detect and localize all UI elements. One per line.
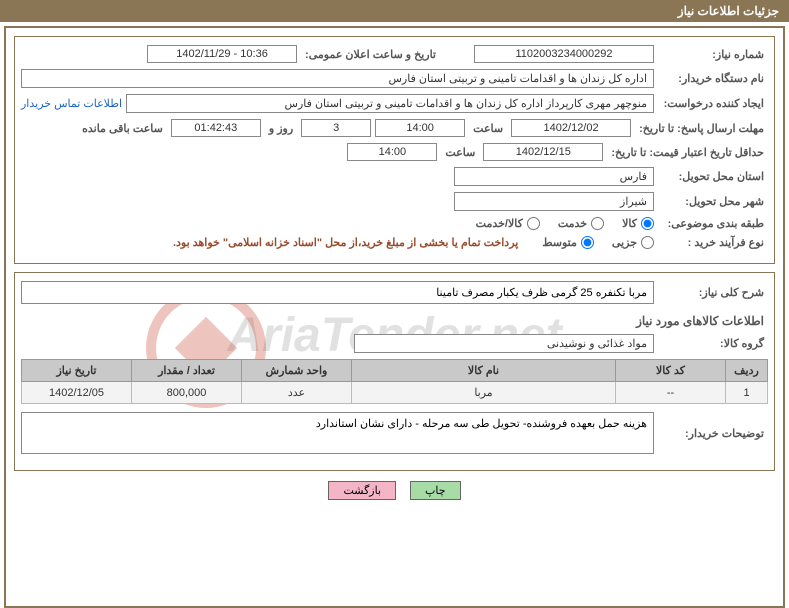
goods-table: ردیف کد کالا نام کالا واحد شمارش تعداد /… (21, 359, 768, 404)
radio-goods-input[interactable] (641, 217, 654, 230)
radio-medium-input[interactable] (581, 236, 594, 249)
radio-service-input[interactable] (591, 217, 604, 230)
radio-partial-input[interactable] (641, 236, 654, 249)
th-date: تاریخ نیاز (22, 360, 132, 382)
cell-qty: 800,000 (132, 382, 242, 404)
radio-service[interactable]: خدمت (558, 217, 604, 230)
requester-label: ایجاد کننده درخواست: (658, 97, 768, 110)
print-button[interactable]: چاپ (410, 481, 461, 500)
purchase-note: پرداخت تمام یا بخشی از مبلغ خرید،از محل … (173, 236, 518, 249)
buyer-contact-link[interactable]: اطلاعات تماس خریدار (21, 97, 122, 110)
table-header-row: ردیف کد کالا نام کالا واحد شمارش تعداد /… (22, 360, 768, 382)
radio-both[interactable]: کالا/خدمت (476, 217, 540, 230)
days-and-label: روز و (265, 122, 297, 135)
summary-panel: شرح کلی نیاز: مربا تکنفره 25 گرمی ظرف یک… (14, 272, 775, 471)
summary-label: شرح کلی نیاز: (658, 286, 768, 299)
th-row: ردیف (726, 360, 768, 382)
table-row: 1 -- مربا عدد 800,000 1402/12/05 (22, 382, 768, 404)
days-remaining: 3 (301, 119, 371, 137)
category-radio-group: کالا خدمت کالا/خدمت (476, 217, 654, 230)
purchase-type-group: جزیی متوسط (542, 236, 654, 249)
summary-text: مربا تکنفره 25 گرمی ظرف یکبار مصرف تامین… (21, 281, 654, 304)
cell-name: مربا (352, 382, 616, 404)
requester-value: منوچهر مهری کارپرداز اداره کل زندان ها و… (126, 94, 654, 113)
deadline-time-label: ساعت (469, 122, 507, 135)
province-label: استان محل تحویل: (658, 170, 768, 183)
validity-time: 14:00 (347, 143, 437, 161)
main-frame: AriaTender.net شماره نیاز: 1102003234000… (4, 26, 785, 608)
cell-unit: عدد (242, 382, 352, 404)
announce-value: 1402/11/29 - 10:36 (147, 45, 297, 63)
window-title-bar: جزئیات اطلاعات نیاز (0, 0, 789, 22)
radio-partial[interactable]: جزیی (612, 236, 654, 249)
buyer-notes-text: هزینه حمل بعهده فروشنده- تحویل طی سه مرح… (21, 412, 654, 454)
cell-code: -- (616, 382, 726, 404)
back-button[interactable]: بازگشت (328, 481, 396, 500)
button-row: چاپ بازگشت (6, 481, 783, 500)
th-name: نام کالا (352, 360, 616, 382)
goods-section-title: اطلاعات کالاهای مورد نیاز (25, 314, 764, 328)
remaining-label: ساعت باقی مانده (78, 122, 167, 135)
cell-date: 1402/12/05 (22, 382, 132, 404)
deadline-date: 1402/12/02 (511, 119, 631, 137)
need-number-label: شماره نیاز: (658, 48, 768, 61)
announce-label: تاریخ و ساعت اعلان عمومی: (301, 48, 440, 61)
category-label: طبقه بندی موضوعی: (658, 217, 768, 230)
province-value: فارس (454, 167, 654, 186)
th-qty: تعداد / مقدار (132, 360, 242, 382)
validity-label: حداقل تاریخ اعتبار قیمت: تا تاریخ: (607, 146, 768, 159)
deadline-time: 14:00 (375, 119, 465, 137)
time-remaining: 01:42:43 (171, 119, 261, 137)
deadline-label: مهلت ارسال پاسخ: تا تاریخ: (635, 122, 768, 135)
buyer-org-label: نام دستگاه خریدار: (658, 72, 768, 85)
th-code: کد کالا (616, 360, 726, 382)
group-value: مواد غذائی و نوشیدنی (354, 334, 654, 353)
validity-date: 1402/12/15 (483, 143, 603, 161)
th-unit: واحد شمارش (242, 360, 352, 382)
city-value: شیراز (454, 192, 654, 211)
buyer-org-value: اداره کل زندان ها و اقدامات تامینی و ترب… (21, 69, 654, 88)
group-label: گروه کالا: (658, 337, 768, 350)
buyer-notes-label: توضیحات خریدار: (658, 427, 768, 440)
purchase-type-label: نوع فرآیند خرید : (658, 236, 768, 249)
radio-medium[interactable]: متوسط (542, 236, 594, 249)
city-label: شهر محل تحویل: (658, 195, 768, 208)
validity-time-label: ساعت (441, 146, 479, 159)
radio-both-input[interactable] (527, 217, 540, 230)
need-number-value: 1102003234000292 (474, 45, 654, 63)
details-panel: شماره نیاز: 1102003234000292 تاریخ و ساع… (14, 36, 775, 264)
radio-goods[interactable]: کالا (622, 217, 654, 230)
window-title: جزئیات اطلاعات نیاز (678, 4, 779, 18)
cell-row: 1 (726, 382, 768, 404)
